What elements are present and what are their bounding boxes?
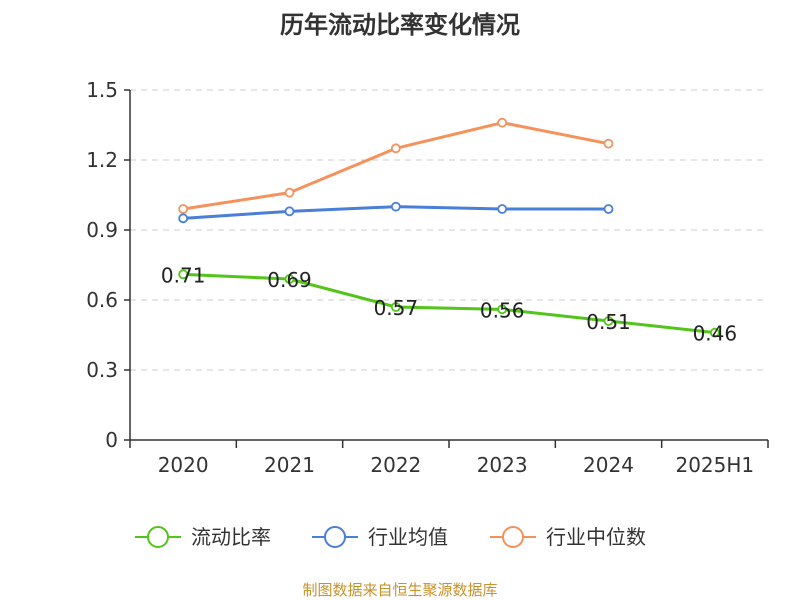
data-point	[284, 206, 295, 217]
legend-label: 流动比率	[191, 525, 271, 549]
y-tick-label: 0.6	[86, 288, 118, 312]
legend-marker	[324, 526, 346, 548]
data-label: 0.56	[480, 298, 525, 322]
legend-item-2[interactable]: 行业中位数	[490, 525, 646, 549]
legend-marker	[147, 526, 169, 548]
legend[interactable]: 流动比率 行业均值 行业中位数	[135, 525, 646, 549]
legend-item-1[interactable]: 行业均值	[312, 525, 448, 549]
y-tick-label: 1.5	[86, 78, 118, 102]
data-label: 0.71	[161, 263, 206, 287]
legend-item-0[interactable]: 流动比率	[135, 525, 271, 549]
data-point	[390, 143, 401, 154]
grid-lines	[130, 89, 768, 371]
axes: 0 0.3 0.6 0.9 1.2 1.5 2020 2021 2022 2023 2024 2025…	[86, 78, 769, 477]
chart-title: 历年流动比率变化情况	[280, 11, 520, 39]
series-line-2	[182, 121, 609, 211]
data-point	[709, 327, 720, 338]
series-line-0	[183, 272, 715, 335]
data-point	[603, 316, 614, 326]
data-point	[390, 302, 401, 312]
data-point	[497, 304, 508, 315]
legend-label: 行业中位数	[546, 525, 646, 549]
x-tick-label: 2022	[370, 453, 421, 477]
data-label: 0.57	[374, 296, 419, 320]
y-tick-label: 0.3	[86, 358, 118, 382]
data-point	[284, 274, 295, 284]
data-point	[497, 117, 508, 128]
data-point	[603, 138, 614, 149]
data-label: 0.69	[267, 268, 312, 292]
x-tick-label: 2024	[583, 453, 634, 477]
legend-label: 行业均值	[368, 525, 448, 549]
data-point	[284, 187, 295, 198]
source-note: 制图数据来自恒生聚源数据库	[302, 581, 497, 599]
x-tick-label: 2020	[158, 453, 209, 477]
data-point	[497, 204, 508, 214]
data-label: 0.51	[586, 310, 631, 334]
series-lines	[178, 117, 720, 338]
y-tick-label: 1.2	[86, 148, 118, 172]
data-point	[603, 204, 614, 214]
data-point	[390, 201, 401, 212]
data-point	[178, 269, 189, 280]
y-tick-label: 0.9	[86, 218, 118, 242]
data-point	[178, 204, 189, 214]
x-tick-label: 2023	[477, 453, 528, 477]
x-tick-label: 2025H1	[675, 453, 754, 477]
data-point	[178, 213, 189, 224]
data-label: 0.46	[693, 322, 738, 346]
x-tick-label: 2021	[264, 453, 315, 477]
data-labels: 0.71 0.69 0.57 0.56 0.51 0.46	[161, 263, 737, 345]
legend-marker	[502, 526, 524, 548]
y-tick-label: 0	[105, 428, 118, 452]
